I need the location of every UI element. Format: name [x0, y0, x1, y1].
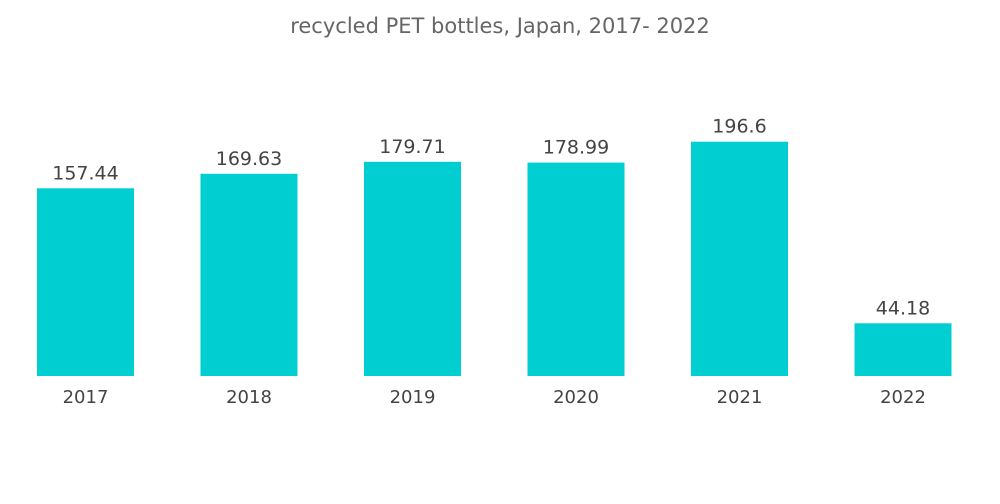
- x-tick-label-2022: 2022: [880, 387, 926, 408]
- bar-2021: [691, 141, 788, 376]
- x-tick-labels-group: 2017 2018 2019 2020 2021 2022: [63, 387, 926, 408]
- x-tick-label-2019: 2019: [390, 387, 436, 408]
- bar-2019: [364, 161, 461, 376]
- value-label-2017: 157.44: [52, 162, 118, 184]
- bar-2022: [854, 323, 952, 376]
- value-label-2021: 196.6: [712, 116, 766, 138]
- bar-2020: [527, 162, 625, 376]
- x-tick-label-2020: 2020: [553, 387, 599, 408]
- bar-2018: [200, 173, 298, 376]
- value-label-2022: 44.18: [876, 297, 930, 319]
- bars-group: [37, 141, 952, 376]
- x-tick-label-2018: 2018: [226, 387, 272, 408]
- value-labels-group: 157.44 169.63 179.71 178.99 196.6 44.18: [52, 116, 930, 320]
- bar-2017: [37, 188, 134, 376]
- chart-title: recycled PET bottles, Japan, 2017- 2022: [290, 14, 710, 38]
- value-label-2018: 169.63: [216, 148, 282, 170]
- x-tick-label-2021: 2021: [717, 387, 763, 408]
- value-label-2020: 178.99: [543, 137, 609, 159]
- value-label-2019: 179.71: [379, 136, 445, 158]
- x-tick-label-2017: 2017: [63, 387, 109, 408]
